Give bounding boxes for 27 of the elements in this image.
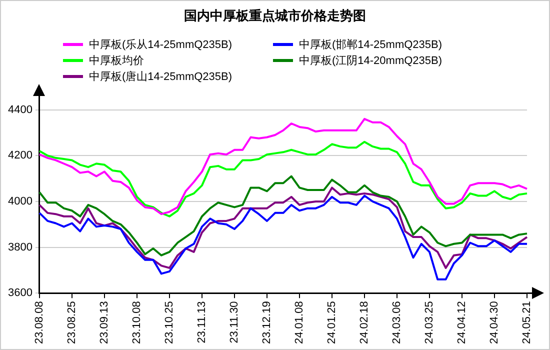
x-tick-label: 24.04.30 [488, 301, 501, 344]
x-tick-label: 23.10.08 [131, 301, 144, 344]
legend-label: 中厚板(唐山14-25mmQ235B) [89, 70, 232, 84]
x-tick-label: 24.01.08 [294, 301, 306, 344]
y-tick-label: 3800 [8, 241, 32, 254]
legend-label: 中厚板均价 [89, 54, 144, 68]
y-tick-label: 4200 [8, 150, 32, 162]
y-tick-label: 4400 [8, 104, 32, 116]
x-tick-label: 24.01.25 [326, 301, 338, 344]
chart-title: 国内中厚板重点城市价格走势图 [183, 8, 367, 25]
x-tick-label: 23.08.25 [66, 301, 78, 344]
legend-label: 中厚板(江阴14-20mmQ235B) [299, 54, 442, 68]
y-tick-label: 4000 [8, 196, 32, 208]
x-tick-label: 23.12.19 [261, 301, 274, 344]
x-tick-label: 23.08.08 [34, 301, 46, 344]
legend-label: 中厚板(乐从14-25mmQ235B) [89, 38, 232, 52]
legend-label: 中厚板(邯郸14-25mmQ235B) [299, 38, 442, 52]
x-tick-label: 24.02.18 [358, 301, 371, 344]
x-tick-label: 23.10.25 [164, 301, 176, 344]
x-tick-label: 23.09.13 [98, 301, 111, 344]
x-tick-label: 23.11.30 [228, 301, 241, 344]
x-tick-label: 24.05.21 [521, 301, 534, 344]
x-tick-label: 24.04.12 [456, 301, 468, 344]
x-tick-label: 24.03.06 [391, 301, 404, 344]
x-tick-label: 24.03.25 [424, 301, 436, 344]
y-tick-label: 3600 [8, 287, 32, 300]
x-tick-label: 23.11.13 [196, 301, 208, 344]
